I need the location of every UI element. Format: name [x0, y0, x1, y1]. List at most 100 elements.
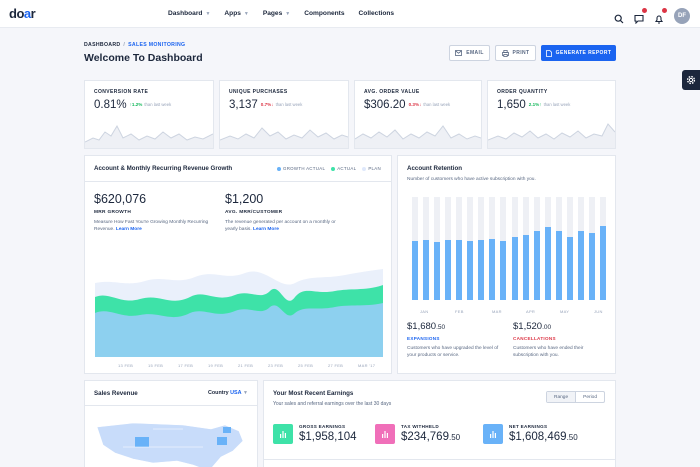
retention-bar[interactable]	[556, 230, 562, 300]
learn-more-link[interactable]: Learn More	[253, 227, 279, 233]
printer-icon	[501, 49, 509, 57]
retention-bar[interactable]	[489, 239, 496, 300]
stat-since: than last week	[423, 102, 451, 107]
retention-bar[interactable]	[467, 241, 474, 300]
retention-bar[interactable]	[544, 226, 551, 300]
retention-bar[interactable]	[411, 241, 418, 300]
month-label: MAR	[492, 309, 502, 314]
x-axis-label: MAR '17	[358, 363, 376, 368]
month-label: FEB	[455, 309, 464, 314]
stat-change: 0.3%↓	[408, 102, 422, 107]
top-icons: DF	[614, 8, 690, 25]
card-subtitle: Your sales and referral earnings over th…	[273, 401, 392, 407]
nav-dashboard[interactable]: Dashboard ▼	[168, 10, 211, 17]
range-period-toggle: Range Period	[545, 391, 605, 403]
stat-card-purchases: UNIQUE PURCHASES 3,137 0.7%↓ than last wee…	[219, 80, 349, 149]
tax-withheld-label: TAX WITHHELD	[401, 424, 439, 429]
retention-bar[interactable]	[600, 225, 607, 300]
search-icon[interactable]	[614, 11, 624, 24]
breadcrumb-root[interactable]: DASHBOARD	[84, 42, 121, 48]
retention-bar[interactable]	[444, 240, 451, 300]
account-retention-card: Account Retention Number of customers wh…	[397, 155, 616, 374]
notification-badge	[662, 8, 667, 13]
stat-since: than last week	[275, 102, 303, 107]
arrow-down-icon: ↓	[419, 102, 422, 107]
chevron-down-icon: ▼	[285, 10, 291, 17]
sparkline	[220, 127, 348, 148]
stat-card-order-value: AVG. ORDER VALUE $306.20 0.3%↓ than last w…	[354, 80, 482, 149]
nav-collections[interactable]: Collections	[358, 10, 395, 17]
bell-icon[interactable]	[654, 8, 667, 24]
nav-apps[interactable]: Apps ▼	[224, 10, 249, 17]
stat-since: than last week	[144, 102, 172, 107]
retention-bar[interactable]	[500, 241, 507, 300]
breadcrumb: DASHBOARD / SALES MONITORING	[84, 42, 186, 48]
retention-bar[interactable]	[522, 235, 529, 300]
stat-label: ORDER QUANTITY	[497, 89, 548, 95]
legend-growth-actual: GROWTH ACTUAL	[277, 166, 325, 171]
generate-report-button[interactable]: GENERATE REPORT	[541, 45, 616, 61]
card-title: Your Most Recent Earnings	[273, 390, 354, 397]
gross-earnings-label: GROSS EARNINGS	[299, 424, 346, 429]
stat-label: CONVERSION RATE	[94, 89, 149, 95]
x-axis-label: 13 FEB	[118, 363, 134, 368]
retention-bar[interactable]	[511, 237, 518, 300]
stat-change: 0.7%↓	[260, 102, 274, 107]
page-title: Welcome To Dashboard	[84, 52, 203, 64]
chevron-down-icon: ▼	[205, 10, 211, 17]
legend-plan: PLAN	[362, 166, 381, 171]
settings-toggle[interactable]	[682, 70, 700, 90]
cancellations-value: $1,520.00	[513, 321, 552, 332]
sparkline	[85, 124, 213, 148]
expansions-label: EXPANSIONS	[407, 336, 440, 341]
retention-bar[interactable]	[456, 240, 462, 300]
gear-icon	[686, 75, 696, 85]
retention-bar[interactable]	[589, 233, 596, 300]
country-select[interactable]: Country USA ▼	[207, 390, 248, 396]
period-toggle[interactable]: Period	[583, 394, 597, 400]
nav-pages[interactable]: Pages ▼	[262, 10, 291, 17]
nav-components[interactable]: Components	[304, 10, 345, 17]
mrr-growth-desc: Measure How Fast You're Growing Monthly …	[94, 220, 209, 233]
avg-mrr-desc: The revenue generated per account on a m…	[225, 220, 336, 233]
card-title: Sales Revenue	[94, 390, 138, 397]
avg-mrr-value: $1,200	[225, 192, 264, 206]
mrr-growth-value: $620,076	[94, 192, 147, 206]
x-axis-label: 25 FEB	[298, 363, 314, 368]
arrow-up-icon: ↑	[539, 102, 542, 107]
retention-bar[interactable]	[433, 242, 440, 300]
expansions-value: $1,680.50	[407, 321, 446, 332]
stat-change: ↑1.2%	[129, 102, 143, 107]
cancellations-label: CANCELLATIONS	[513, 336, 556, 341]
month-label: JUN	[594, 309, 603, 314]
chart-legend: GROWTH ACTUAL ACTUAL PLAN	[277, 166, 381, 171]
email-button[interactable]: EMAIL	[449, 45, 490, 61]
bar-chart-icon	[273, 424, 293, 444]
month-label: MAY	[560, 309, 570, 314]
card-subtitle: Number of customers who have active subs…	[407, 177, 536, 182]
expansions-desc: Customers who have upgraded the level of…	[407, 346, 499, 359]
main-nav: Dashboard ▼ Apps ▼ Pages ▼ Components Colle…	[168, 10, 394, 17]
message-icon[interactable]	[634, 8, 647, 25]
retention-bar[interactable]	[578, 230, 585, 300]
brand-logo[interactable]: doar	[9, 6, 36, 21]
retention-bar[interactable]	[533, 230, 540, 300]
stat-value: $306.20 0.3%↓ than last week	[364, 99, 451, 111]
arrow-down-icon: ↓	[271, 102, 274, 107]
top-navbar: doar Dashboard ▼ Apps ▼ Pages ▼ Components …	[0, 0, 700, 28]
avatar[interactable]: DF	[674, 8, 690, 24]
range-toggle[interactable]: Range	[546, 392, 577, 402]
stat-label: UNIQUE PURCHASES	[229, 89, 288, 95]
bar-chart-icon	[375, 424, 395, 444]
usa-map	[96, 422, 244, 467]
retention-bar[interactable]	[422, 240, 429, 300]
retention-bar[interactable]	[567, 237, 574, 300]
legend-actual: ACTUAL	[331, 166, 356, 171]
learn-more-link[interactable]: Learn More	[115, 227, 142, 233]
retention-bar[interactable]	[478, 240, 485, 300]
message-badge	[642, 8, 647, 13]
stat-change: 2.1%↑	[528, 102, 542, 107]
cancellations-desc: Customers who have ended their subscript…	[513, 346, 584, 359]
print-button[interactable]: PRINT	[495, 45, 536, 61]
gross-earnings-value: $1,958,104	[299, 431, 357, 443]
